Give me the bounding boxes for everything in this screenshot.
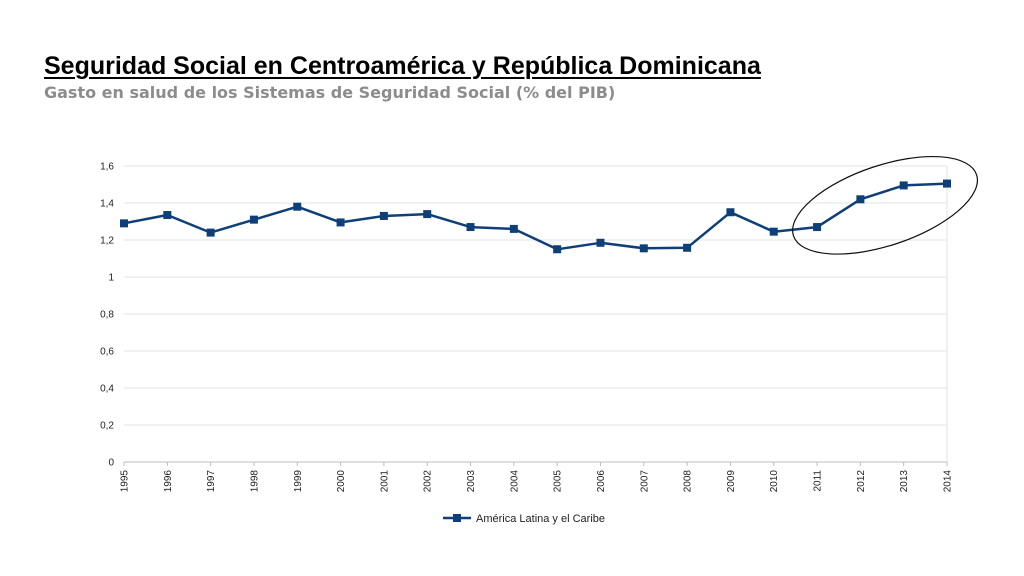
x-tick-label: 1997 <box>206 470 217 493</box>
x-tick-label: 2000 <box>336 470 347 493</box>
data-point-2000 <box>336 218 345 227</box>
data-point-2007 <box>639 244 648 253</box>
x-tick-label: 2010 <box>769 470 780 493</box>
x-tick-label: 1998 <box>249 470 260 493</box>
x-tick-label: 1995 <box>120 470 131 493</box>
y-tick-label: 0 <box>108 458 114 469</box>
data-point-2003 <box>466 223 475 232</box>
x-tick-label: 2006 <box>596 470 607 493</box>
data-point-2006 <box>596 238 605 247</box>
data-point-2010 <box>769 227 778 236</box>
data-point-2013 <box>899 181 908 190</box>
data-point-2005 <box>553 245 562 254</box>
x-tick-label: 2014 <box>943 470 954 493</box>
data-point-2009 <box>726 208 735 217</box>
legend-marker <box>453 514 461 522</box>
data-point-1999 <box>293 202 302 211</box>
y-tick-label: 1,2 <box>100 236 114 247</box>
data-point-2001 <box>379 211 388 220</box>
data-point-1995 <box>120 219 128 228</box>
chart-subtitle: Gasto en salud de los Sistemas de Seguri… <box>44 83 616 102</box>
data-point-1997 <box>206 228 215 237</box>
y-tick-label: 0,2 <box>100 421 114 432</box>
x-tick-label: 2004 <box>509 470 520 493</box>
annotation-layer <box>792 155 979 255</box>
legend-label: América Latina y el Caribe <box>476 513 605 525</box>
data-point-2012 <box>856 195 865 204</box>
x-tick-label: 2011 <box>813 470 824 492</box>
y-tick-label: 0,6 <box>100 347 114 358</box>
series-layer <box>120 179 951 254</box>
series-line <box>123 182 948 251</box>
legend: América Latina y el Caribe <box>443 513 605 525</box>
y-tick-label: 0,4 <box>100 384 114 395</box>
x-tick-label: 2005 <box>553 470 564 493</box>
x-tick-label: 2008 <box>683 470 694 493</box>
y-tick-label: 1 <box>108 273 114 284</box>
x-tick-label: 2009 <box>726 470 737 493</box>
y-tick-label: 1,6 <box>100 162 114 173</box>
data-point-1996 <box>163 211 172 220</box>
data-point-2011 <box>813 223 822 232</box>
data-point-2008 <box>683 243 692 252</box>
gridlines <box>124 165 948 463</box>
x-tick-label: 2003 <box>466 470 477 493</box>
x-tick-label: 2002 <box>423 470 434 493</box>
x-tick-label: 1999 <box>293 470 304 493</box>
x-tick-label: 2001 <box>379 470 390 493</box>
x-tick-label: 2013 <box>899 470 910 493</box>
page-title: Seguridad Social en Centroamérica y Repú… <box>44 52 761 80</box>
highlight-ellipse <box>792 155 979 255</box>
data-point-1998 <box>249 215 258 224</box>
data-point-2014 <box>943 179 951 188</box>
y-tick-label: 1,4 <box>100 199 114 210</box>
x-tick-label: 1996 <box>163 470 174 493</box>
y-tick-label: 0,8 <box>100 310 114 321</box>
x-tick-label: 2007 <box>639 470 650 493</box>
x-axis-ticks: 1995 1996 1997 1998 1999 2000 2001 2002 2003 2004… <box>120 462 954 492</box>
x-tick-label: 2012 <box>856 470 867 493</box>
y-axis-ticks: 0 0,2 0,4 0,6 0,8 1 1,2 1,4 1,6 <box>100 162 114 469</box>
data-point-2004 <box>509 224 518 233</box>
data-point-2002 <box>423 210 432 219</box>
